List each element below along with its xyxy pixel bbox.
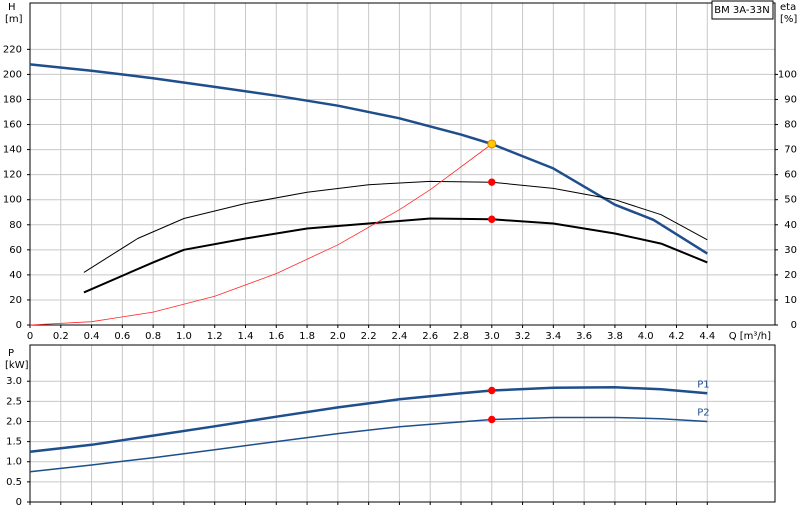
x-tick-label: 3.2 xyxy=(515,331,531,342)
y2-tick-label: 90 xyxy=(784,94,797,105)
series-line xyxy=(83,180,708,273)
x-tick-label: 4.2 xyxy=(669,331,685,342)
operating-point xyxy=(488,415,496,424)
y-tick-label: 140 xyxy=(3,145,22,156)
title-box xyxy=(711,0,774,20)
y-tick-label: 120 xyxy=(3,170,22,181)
x-tick-label: 1.6 xyxy=(268,331,284,342)
plot-frame xyxy=(29,344,776,503)
y2-tick-label: 30 xyxy=(784,245,797,256)
operating-point xyxy=(487,139,497,149)
series-line xyxy=(29,416,708,473)
operating-point xyxy=(488,178,496,186)
series-line xyxy=(83,217,708,294)
x-tick-label: 1.0 xyxy=(176,331,192,342)
x-tick-label: 2.6 xyxy=(422,331,438,342)
y-tick-label: 40 xyxy=(9,270,22,281)
y-axis-label: P xyxy=(8,348,14,359)
x-tick-label: 3.8 xyxy=(607,331,623,342)
operating-point xyxy=(488,386,496,395)
y-axis-label: H xyxy=(8,2,16,13)
series-line xyxy=(29,63,708,255)
y-tick-label: 100 xyxy=(3,195,22,206)
x-tick-label: 2.0 xyxy=(330,331,346,342)
y-tick-label: 200 xyxy=(3,69,22,80)
y2-tick-label: 70 xyxy=(784,145,797,156)
x-tick-label: 0.4 xyxy=(84,331,100,342)
x-tick-label: 2.8 xyxy=(453,331,469,342)
x-axis-label: Q [m³/h] xyxy=(729,331,771,342)
y2-tick-label: 100 xyxy=(778,69,797,80)
y-tick-label: 160 xyxy=(3,120,22,131)
y2-axis-label: eta xyxy=(780,2,796,13)
y-tick-label: 0.5 xyxy=(6,477,22,488)
x-tick-label: 2.2 xyxy=(361,331,377,342)
y2-tick-label: 40 xyxy=(784,220,797,231)
x-tick-label: 0 xyxy=(27,331,33,342)
x-tick-label: 4.4 xyxy=(699,331,715,342)
chart-title: BM 3A-33N xyxy=(714,5,769,16)
y2-tick-label: 60 xyxy=(784,170,797,181)
plot-frame xyxy=(29,2,776,326)
x-tick-label: 3.6 xyxy=(576,331,592,342)
y2-axis-unit: [%] xyxy=(780,14,797,25)
y-axis-unit: [kW] xyxy=(5,360,29,371)
x-tick-label: 0.8 xyxy=(145,331,161,342)
y2-tick-label: 80 xyxy=(784,120,797,131)
y-tick-label: 220 xyxy=(3,44,22,55)
y-tick-label: 1.0 xyxy=(6,457,22,468)
series-line xyxy=(29,143,493,326)
y-tick-label: 0 xyxy=(16,320,22,331)
y-tick-label: 1.5 xyxy=(6,437,22,448)
x-tick-label: 3.4 xyxy=(545,331,561,342)
y2-tick-label: 10 xyxy=(784,295,797,306)
x-tick-label: 0.2 xyxy=(53,331,69,342)
x-tick-label: 4.0 xyxy=(638,331,654,342)
x-tick-label: 3.0 xyxy=(484,331,500,342)
series-label: P2 xyxy=(697,407,709,418)
y2-tick-label: 0 xyxy=(791,320,797,331)
y-tick-label: 20 xyxy=(9,295,22,306)
y-tick-label: 60 xyxy=(9,245,22,256)
series-label: P1 xyxy=(697,379,709,390)
y-tick-label: 180 xyxy=(3,94,22,105)
x-tick-label: 0.6 xyxy=(114,331,130,342)
x-tick-label: 1.4 xyxy=(238,331,254,342)
y-axis-unit: [m] xyxy=(5,14,23,25)
x-tick-label: 2.4 xyxy=(391,331,407,342)
y2-tick-label: 50 xyxy=(784,195,797,206)
y2-tick-label: 20 xyxy=(784,270,797,281)
x-tick-label: 1.8 xyxy=(299,331,315,342)
y-tick-label: 2.0 xyxy=(6,416,22,427)
series-line xyxy=(29,386,708,453)
y-tick-label: 2.5 xyxy=(6,396,22,407)
y-tick-label: 80 xyxy=(9,220,22,231)
operating-point xyxy=(488,215,496,223)
y-tick-label: 0 xyxy=(16,497,22,508)
x-tick-label: 1.2 xyxy=(207,331,223,342)
y-tick-label: 3.0 xyxy=(6,376,22,387)
